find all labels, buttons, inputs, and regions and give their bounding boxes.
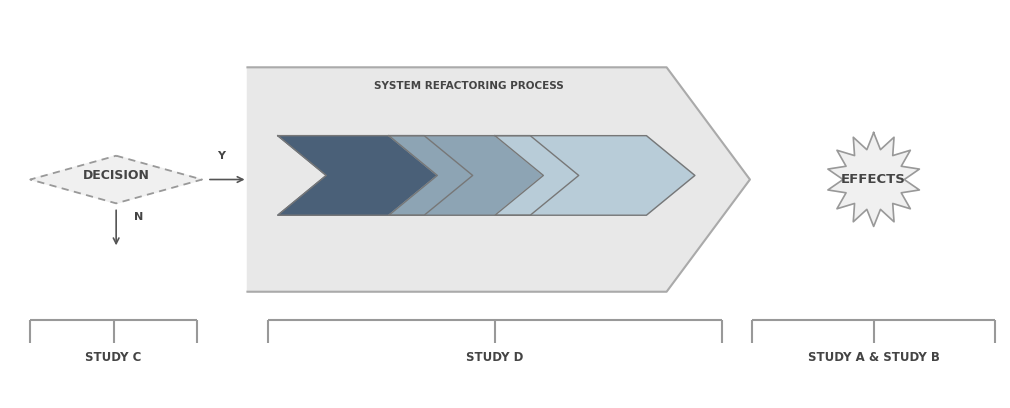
- Polygon shape: [495, 135, 695, 215]
- Polygon shape: [389, 135, 579, 215]
- Text: STUDY D: STUDY D: [467, 351, 523, 364]
- Polygon shape: [30, 156, 202, 203]
- Polygon shape: [828, 133, 919, 226]
- Text: STUDY C: STUDY C: [86, 351, 141, 364]
- Polygon shape: [247, 67, 749, 292]
- Text: EFFECTS: EFFECTS: [841, 173, 906, 186]
- Polygon shape: [278, 135, 473, 215]
- Text: DECISION: DECISION: [83, 169, 149, 182]
- Text: Y: Y: [217, 151, 225, 161]
- Text: STUDY A & STUDY B: STUDY A & STUDY B: [808, 351, 939, 364]
- Text: N: N: [134, 212, 143, 222]
- Text: SYSTEM REFACTORING PROCESS: SYSTEM REFACTORING PROCESS: [374, 81, 564, 91]
